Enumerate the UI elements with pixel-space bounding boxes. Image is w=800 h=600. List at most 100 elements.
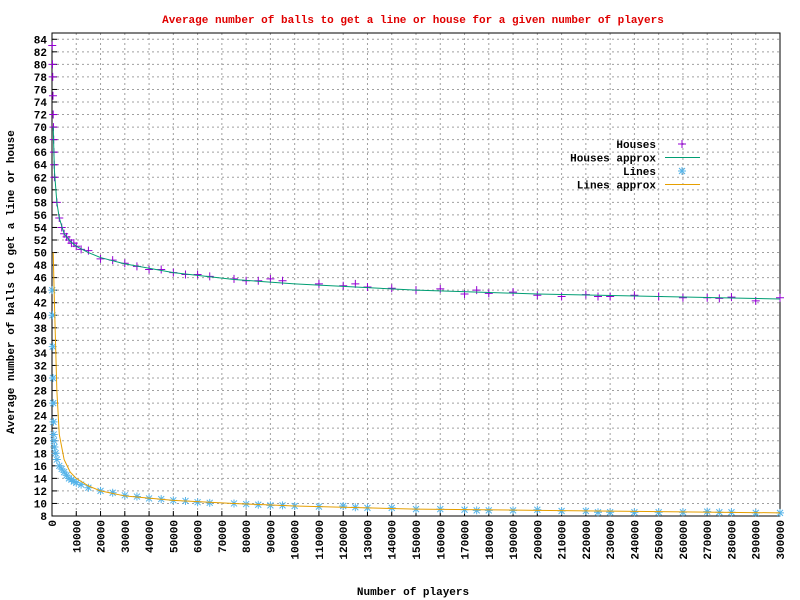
legend-label: Houses xyxy=(616,140,656,152)
star-marker xyxy=(49,436,58,445)
plot-frame xyxy=(51,32,781,517)
y-tick-label: 42 xyxy=(34,299,47,311)
star-marker xyxy=(62,471,71,480)
star-marker xyxy=(64,474,73,483)
star-marker xyxy=(50,443,59,451)
plus-marker xyxy=(436,284,445,293)
x-tick-label: 280000 xyxy=(727,520,739,560)
y-tick-label: 8 xyxy=(40,512,47,524)
x-tick-label: 170000 xyxy=(461,520,473,560)
y-tick-label: 56 xyxy=(34,211,47,223)
y-tick-label: 68 xyxy=(34,136,48,148)
x-tick-label: 100000 xyxy=(291,520,303,560)
plus-marker xyxy=(48,41,57,50)
x-tick-label: 180000 xyxy=(485,520,497,560)
legend-label: Lines approx xyxy=(577,181,657,193)
plus-marker xyxy=(484,289,493,298)
plus-marker xyxy=(266,274,275,283)
x-tick-label: 10000 xyxy=(72,520,84,553)
star-marker xyxy=(84,483,93,492)
y-tick-label: 70 xyxy=(34,123,47,135)
y-tick-label: 72 xyxy=(34,111,47,123)
plus-marker xyxy=(727,293,736,302)
y-tick-label: 26 xyxy=(34,399,47,411)
x-tick-label: 80000 xyxy=(242,520,254,553)
star-marker xyxy=(77,480,86,489)
x-tick-label: 260000 xyxy=(679,520,691,560)
x-tick-label: 140000 xyxy=(388,520,400,560)
x-tick-label: 230000 xyxy=(606,520,618,560)
legend-label: Lines xyxy=(623,167,656,179)
x-tick-label: 110000 xyxy=(315,520,327,560)
y-tick-label: 60 xyxy=(34,186,47,198)
x-tick-label: 90000 xyxy=(266,520,278,553)
plus-marker xyxy=(557,292,566,301)
plus-marker xyxy=(96,254,105,263)
y-tick-label: 30 xyxy=(34,374,47,386)
x-tick-label: 290000 xyxy=(752,520,764,560)
star-marker xyxy=(51,449,60,458)
plus-marker xyxy=(48,72,57,81)
plus-marker xyxy=(533,291,542,300)
star-marker xyxy=(48,311,57,320)
x-tick-label: 270000 xyxy=(703,520,715,560)
star-marker xyxy=(57,464,66,473)
y-tick-label: 80 xyxy=(34,60,47,72)
y-tick-label: 54 xyxy=(34,223,48,235)
x-tick-label: 240000 xyxy=(630,520,642,560)
x-tick-label: 70000 xyxy=(218,520,230,553)
legend-swatch xyxy=(678,140,686,148)
y-tick-label: 18 xyxy=(34,449,48,461)
y-tick-label: 82 xyxy=(34,48,47,60)
plus-marker xyxy=(77,245,86,254)
star-marker xyxy=(484,506,493,515)
plus-marker xyxy=(193,270,202,279)
x-tick-label: 130000 xyxy=(363,520,375,560)
fit-line xyxy=(52,252,781,514)
x-tick-label: 40000 xyxy=(145,520,157,553)
y-tick-label: 32 xyxy=(34,361,47,373)
star-marker xyxy=(472,506,481,515)
star-marker xyxy=(49,417,58,426)
y-tick-label: 44 xyxy=(34,286,48,298)
x-tick-label: 120000 xyxy=(339,520,351,560)
x-tick-label: 0 xyxy=(48,520,60,527)
plus-marker xyxy=(606,292,615,301)
star-marker xyxy=(120,491,129,500)
star-marker xyxy=(48,342,57,351)
x-tick-label: 30000 xyxy=(121,520,133,553)
y-tick-label: 20 xyxy=(34,437,47,449)
star-marker xyxy=(703,507,712,516)
x-tick-label: 250000 xyxy=(655,520,667,560)
y-tick-label: 12 xyxy=(34,487,47,499)
plus-marker xyxy=(48,91,57,100)
star-marker xyxy=(339,501,348,510)
y-tick-label: 38 xyxy=(34,324,48,336)
star-marker xyxy=(594,508,602,517)
x-axis-label: Number of players xyxy=(357,587,469,599)
star-marker xyxy=(387,503,396,512)
plus-marker xyxy=(715,294,724,303)
plus-marker xyxy=(49,110,58,119)
y-tick-label: 36 xyxy=(34,336,47,348)
y-tick-label: 64 xyxy=(34,161,48,173)
star-marker xyxy=(108,488,117,497)
star-marker xyxy=(630,508,639,517)
star-marker xyxy=(52,455,61,464)
y-tick-label: 84 xyxy=(34,35,48,47)
y-tick-label: 46 xyxy=(34,274,47,286)
star-marker xyxy=(48,286,57,295)
legend-label: Houses approx xyxy=(570,154,656,166)
y-tick-label: 22 xyxy=(34,424,47,436)
star-marker xyxy=(776,508,784,517)
y-axis-label: Average number of balls to get a line or… xyxy=(6,130,18,434)
star-marker xyxy=(69,477,78,486)
y-tick-label: 28 xyxy=(34,387,48,399)
star-marker xyxy=(60,468,69,477)
plus-marker xyxy=(509,288,518,297)
y-tick-label: 24 xyxy=(34,412,48,424)
plus-marker xyxy=(678,293,687,302)
x-tick-label: 50000 xyxy=(169,520,181,553)
x-tick-label: 300000 xyxy=(776,520,788,560)
